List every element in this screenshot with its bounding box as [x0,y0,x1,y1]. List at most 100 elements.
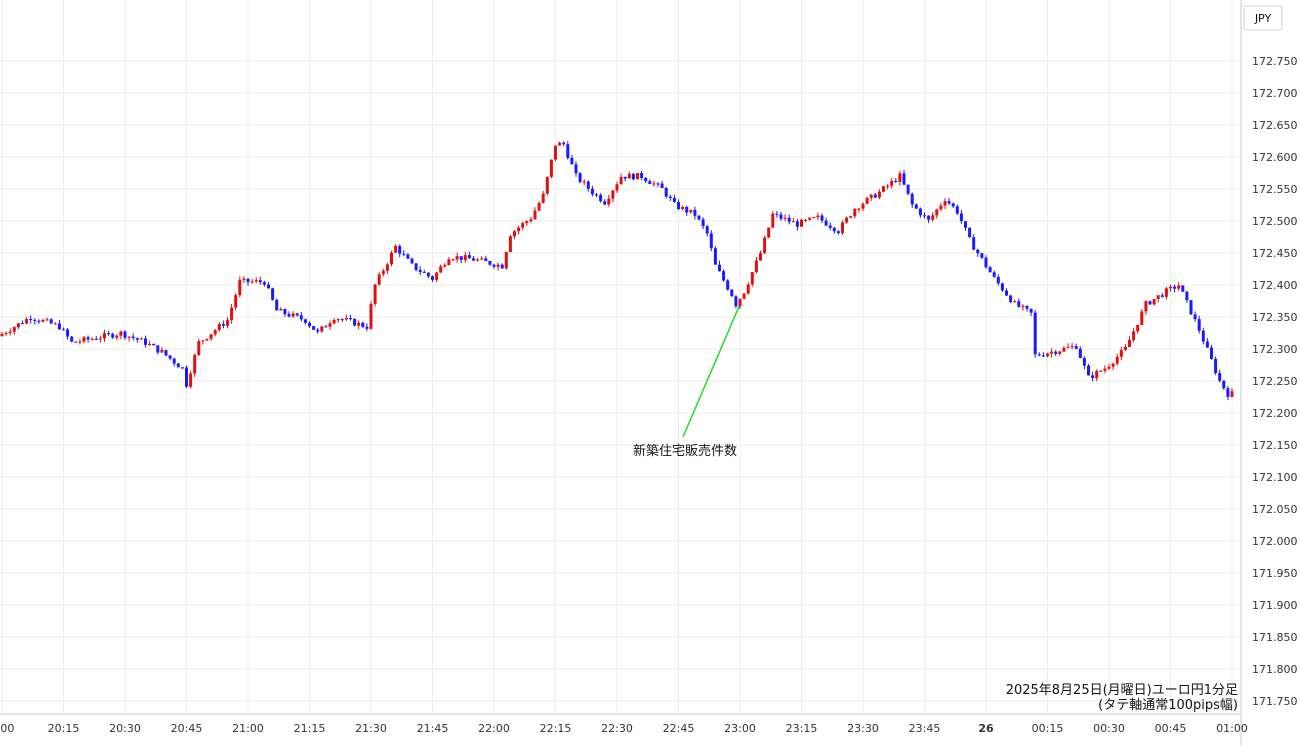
candle-body [521,223,525,228]
candle [45,317,49,321]
candle [877,189,881,200]
candle [959,209,963,225]
candle-body [1021,305,1025,307]
candle [455,252,459,263]
candle-body [664,187,668,197]
candle-body [566,144,570,158]
candle [62,327,65,331]
candle [82,336,86,344]
candle-body [832,227,836,232]
candle [832,227,836,234]
candle-body [394,245,398,253]
candle-body [213,330,217,335]
x-tick-label: 20:45 [171,722,203,735]
candle [927,215,931,224]
candle [353,318,357,327]
candle-body [1107,366,1111,369]
candle [836,230,840,235]
candle [1115,353,1119,366]
candle-body [1152,299,1156,305]
candle-body [176,363,180,368]
candle-body [70,336,74,342]
candle [431,275,434,282]
candle [627,171,631,179]
candle [410,257,414,265]
candle-body [689,209,693,213]
candle-body [496,264,500,267]
candle [357,320,361,330]
candle [57,319,61,331]
candle [37,319,41,324]
candle [221,320,225,329]
candle-body [1185,291,1189,301]
candle [344,314,348,321]
candle [492,263,496,269]
candle [283,308,287,317]
candle [746,282,750,295]
candle [767,227,771,239]
candle [1148,300,1152,305]
candle [1021,304,1025,311]
candle [295,312,299,317]
candle-body [537,202,541,211]
candle [287,311,291,318]
candle [783,214,787,222]
candle-body [775,213,779,215]
candle-body [504,252,508,269]
candle-body [992,272,996,277]
candle [726,279,730,291]
candle-body [1156,295,1160,300]
candle [1222,380,1226,390]
candle-body [189,373,193,387]
candle [521,221,525,231]
candle [1029,308,1033,317]
candle-body [160,350,164,353]
candle [754,256,758,274]
candle [172,357,176,367]
candle-body [373,284,377,304]
candle-body [570,157,574,165]
candle-body [541,193,545,203]
candle-body [1197,319,1201,331]
candle-body [693,209,697,216]
candle [513,229,516,240]
candle-body [640,173,644,178]
x-tick-label: 26 [978,722,994,735]
caption: 2025年8月25日(月曜日)ユーロ円1分足 (タテ軸通常100pips幅) [1006,683,1238,713]
candle-body [369,303,373,329]
candle-body [652,183,656,185]
candle [1017,298,1021,308]
y-tick-label: 172.000 [1252,535,1298,548]
candle [988,266,992,273]
candle-body [508,236,512,253]
candle-body [1226,388,1230,397]
candle [923,212,926,219]
candle-body [656,183,660,185]
candle [230,303,234,324]
candle-body [66,329,70,337]
candle [902,169,906,186]
candle [131,333,135,341]
candle [972,234,976,250]
x-tick-label: 23:30 [847,722,879,735]
candle [258,276,262,285]
candle-body [1017,301,1021,307]
candle-body [246,278,250,283]
candle-body [910,193,914,205]
annotation-label: 新築住宅販売件数 [633,443,737,459]
candle [267,282,270,289]
candle-body [78,341,82,343]
x-tick-label: 21:30 [355,722,387,735]
candle-body [410,258,414,264]
candle [476,258,480,262]
candle [1185,290,1189,304]
candle [234,293,238,311]
candle-body [1132,331,1136,340]
candle-body [1103,368,1107,371]
candle-body [779,214,783,219]
candle-body [660,183,664,188]
candle [1058,350,1062,356]
candle-body [1070,346,1074,348]
candle [1164,286,1168,300]
